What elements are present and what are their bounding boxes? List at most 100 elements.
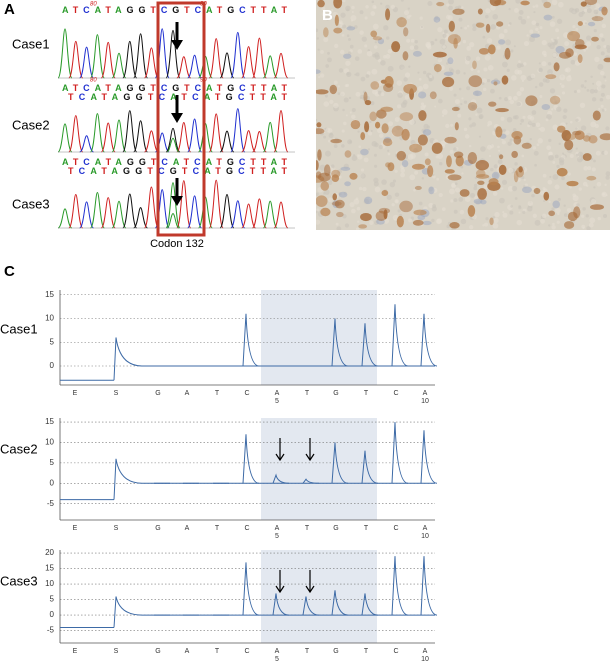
texture [559, 82, 562, 86]
texture [377, 127, 383, 134]
stained-cell [385, 8, 391, 21]
case-name: Case2 [0, 441, 38, 456]
texture [410, 38, 415, 43]
trace-peak [176, 180, 192, 229]
texture [505, 39, 512, 46]
stained-cell [501, 75, 509, 85]
y-tick-label: 0 [50, 361, 55, 370]
texture [605, 94, 610, 100]
y-tick-label: -5 [47, 499, 55, 508]
texture [321, 11, 327, 17]
texture [351, 10, 354, 14]
texture [582, 207, 586, 211]
texture [499, 197, 505, 204]
texture [358, 145, 362, 149]
stained-cell [330, 138, 343, 144]
texture [449, 86, 454, 91]
pyro-peak [242, 434, 260, 484]
texture [316, 37, 319, 40]
texture [512, 127, 517, 132]
texture [585, 41, 592, 47]
texture [509, 210, 514, 215]
y-tick-label: 0 [50, 610, 55, 619]
texture [593, 159, 596, 163]
texture [552, 52, 557, 58]
texture [555, 28, 560, 33]
texture [335, 222, 339, 226]
texture [414, 170, 419, 175]
stained-cell [396, 17, 407, 28]
texture [601, 23, 607, 29]
texture [387, 152, 391, 156]
trace-peak [208, 179, 224, 229]
texture [579, 102, 586, 109]
stained-cell [478, 47, 490, 55]
texture [541, 40, 547, 46]
texture [380, 2, 383, 5]
texture [418, 77, 422, 81]
texture [475, 113, 478, 116]
stained-cell [360, 212, 372, 222]
texture [334, 43, 339, 49]
texture [571, 8, 578, 15]
texture [337, 92, 341, 95]
arrow-head [275, 453, 285, 462]
texture [351, 155, 358, 161]
texture [513, 45, 516, 48]
stained-cell [375, 210, 387, 222]
texture [506, 68, 510, 72]
panel-label: C [4, 263, 15, 280]
texture [353, 198, 360, 205]
texture [603, 44, 607, 49]
texture [349, 202, 355, 208]
pyro-peak [113, 458, 143, 500]
texture [605, 126, 610, 131]
stained-cell [521, 142, 532, 149]
dispensation-base: E [73, 525, 78, 532]
texture [519, 122, 522, 125]
texture [383, 25, 389, 31]
stained-cell [603, 57, 610, 63]
texture [492, 191, 498, 196]
texture [552, 124, 559, 130]
case-name: Case3 [12, 196, 50, 211]
trace-peak [230, 108, 246, 153]
stained-cell [489, 217, 494, 226]
texture [488, 154, 492, 158]
trace-peak [79, 135, 94, 153]
texture [481, 82, 485, 85]
texture [333, 80, 338, 85]
texture [551, 108, 554, 111]
dispensation-base: A [185, 525, 190, 532]
texture [520, 18, 527, 25]
texture [502, 128, 506, 132]
texture [484, 222, 489, 227]
texture [551, 0, 558, 6]
stained-cell [316, 160, 319, 171]
dispensation-base: T [364, 525, 369, 532]
stained-cell [493, 81, 498, 86]
texture [535, 22, 540, 27]
texture [584, 86, 587, 89]
trace-peak [230, 31, 246, 79]
texture [531, 194, 535, 198]
nucleus [472, 90, 482, 97]
texture [420, 102, 425, 106]
stained-cell [317, 149, 322, 161]
texture [601, 84, 606, 89]
texture [519, 87, 525, 92]
stained-cell [511, 131, 523, 140]
texture [558, 1, 564, 8]
nucleus [491, 171, 500, 180]
trace-peak [187, 195, 203, 229]
texture [518, 16, 523, 21]
texture [459, 209, 465, 215]
texture [323, 135, 327, 139]
texture [323, 101, 330, 107]
texture [372, 89, 378, 95]
dispensation-base: A [185, 390, 190, 397]
texture [482, 87, 487, 92]
texture [360, 76, 366, 82]
trace-peak [165, 29, 181, 79]
case-name: Case2 [12, 117, 50, 132]
